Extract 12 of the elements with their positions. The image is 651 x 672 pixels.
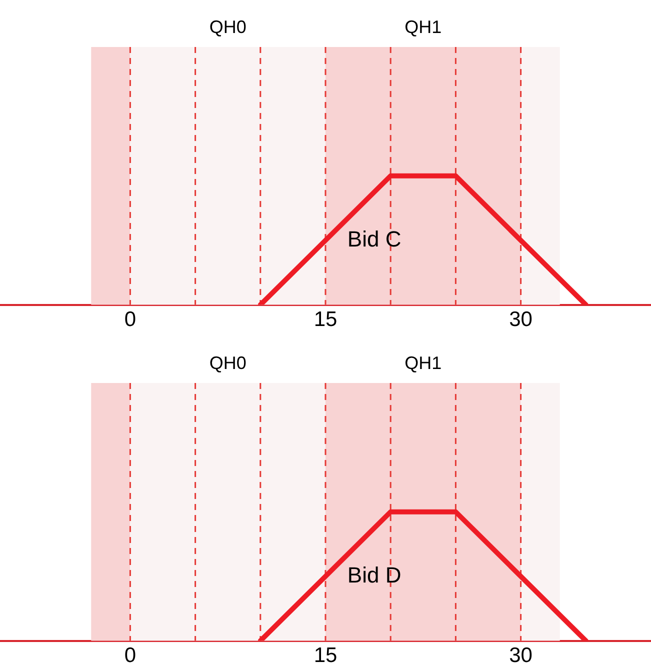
band-label: QH1 bbox=[404, 352, 442, 373]
x-tick-label: 30 bbox=[509, 308, 532, 332]
x-tick-label: 0 bbox=[124, 644, 136, 668]
x-tick-label: 30 bbox=[509, 644, 532, 668]
x-tick-label: 15 bbox=[314, 644, 338, 668]
band-label: QH0 bbox=[209, 16, 246, 37]
band-label: QH0 bbox=[209, 352, 246, 373]
x-tick-label: 0 bbox=[124, 308, 136, 332]
annotation: Bid D bbox=[347, 562, 402, 588]
band-label: QH1 bbox=[404, 16, 442, 37]
annotation: Bid C bbox=[347, 226, 402, 252]
x-tick-label: 15 bbox=[314, 308, 338, 332]
